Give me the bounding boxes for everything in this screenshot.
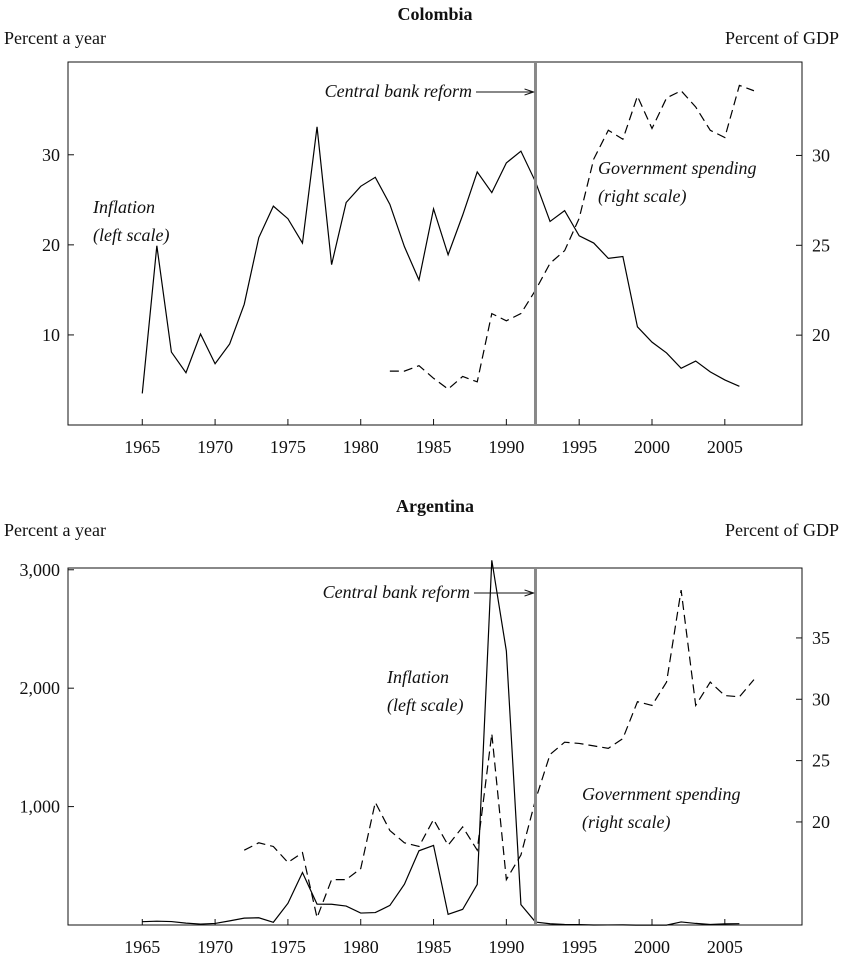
y-tick-label: 3,000: [20, 560, 61, 580]
y-axis-label: Percent a year: [4, 520, 106, 540]
x-tick-label: 2005: [707, 937, 743, 957]
y2-axis-label: Percent of GDP: [725, 28, 839, 48]
annotation: Government spending: [582, 784, 740, 804]
annotation: (left scale): [93, 225, 169, 246]
x-tick-label: 1995: [561, 937, 597, 957]
x-tick-label: 1965: [124, 437, 160, 457]
annotation: (right scale): [582, 812, 670, 833]
plot-frame: [67, 61, 803, 426]
y2-tick-label: 30: [812, 145, 830, 165]
reference-label: Central bank reform: [323, 582, 470, 602]
x-tick-label: 1990: [488, 437, 524, 457]
chart-title: Argentina: [396, 496, 474, 516]
y2-tick-label: 35: [812, 628, 830, 648]
y-tick-label: 20: [42, 235, 60, 255]
series-line: [141, 126, 740, 394]
x-tick-label: 1995: [561, 437, 597, 457]
y-tick-label: 1,000: [20, 797, 61, 817]
x-tick-label: 2005: [707, 437, 743, 457]
x-tick-label: 1980: [343, 937, 379, 957]
annotation: (right scale): [598, 186, 686, 207]
annotation: (left scale): [387, 695, 463, 716]
chart-title: Colombia: [397, 4, 472, 24]
y2-tick-label: 20: [812, 812, 830, 832]
y2-tick-label: 30: [812, 689, 830, 709]
y2-tick-label: 20: [812, 325, 830, 345]
series-line: [389, 84, 755, 390]
series-line: [142, 560, 740, 926]
x-tick-label: 1970: [197, 937, 233, 957]
y2-axis-label: Percent of GDP: [725, 520, 839, 540]
x-tick-label: 1980: [343, 437, 379, 457]
x-tick-label: 1985: [416, 937, 452, 957]
series-line: [243, 589, 755, 920]
y-axis-label: Percent a year: [4, 28, 106, 48]
y-tick-label: 2,000: [20, 678, 61, 698]
plot-frame: [67, 567, 803, 926]
y2-tick-label: 25: [812, 235, 830, 255]
annotation: Government spending: [598, 158, 756, 178]
x-tick-label: 1965: [124, 937, 160, 957]
annotation: Inflation: [92, 197, 155, 217]
x-tick-label: 1975: [270, 437, 306, 457]
y-tick-label: 30: [42, 145, 60, 165]
reference-label: Central bank reform: [325, 81, 472, 101]
x-tick-label: 1985: [416, 437, 452, 457]
x-tick-label: 1990: [488, 937, 524, 957]
annotation: Inflation: [386, 667, 449, 687]
x-tick-label: 1975: [270, 937, 306, 957]
y2-tick-label: 25: [812, 751, 830, 771]
y-tick-label: 10: [42, 325, 60, 345]
x-tick-label: 1970: [197, 437, 233, 457]
x-tick-label: 2000: [634, 437, 670, 457]
x-tick-label: 2000: [634, 937, 670, 957]
